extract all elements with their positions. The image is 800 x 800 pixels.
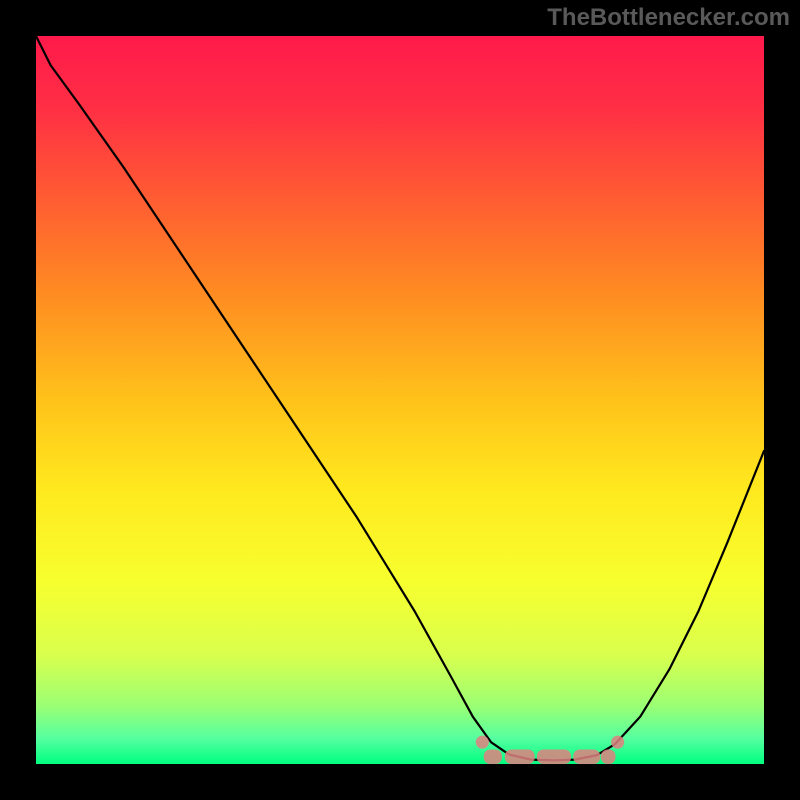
flat-band-segment [505, 749, 535, 764]
flat-band-segment [601, 749, 616, 764]
flat-band-dot [476, 736, 489, 749]
chart-canvas: TheBottlenecker.com [0, 0, 800, 800]
main-curve [36, 36, 764, 760]
flat-band-segment [484, 749, 502, 764]
flat-band-segment [573, 749, 600, 764]
watermark-text: TheBottlenecker.com [547, 4, 790, 32]
flat-band-dot [611, 736, 624, 749]
flat-band-segment [537, 749, 571, 764]
curve-svg [36, 36, 764, 764]
plot-area [36, 36, 764, 764]
